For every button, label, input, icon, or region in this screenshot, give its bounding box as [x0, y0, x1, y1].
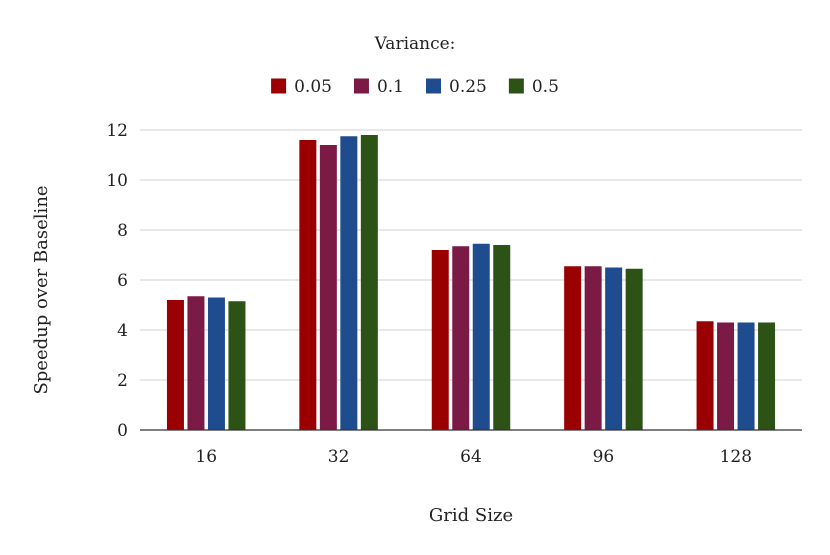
legend-title: Variance: — [374, 34, 456, 54]
y-tick-label: 6 — [117, 271, 128, 291]
bar-16-0.1 — [187, 296, 205, 430]
legend-swatch-0.1 — [353, 78, 369, 94]
bar-64-0.25 — [472, 243, 490, 430]
y-axis-ticks: 0 2 4 6 8 10 12 — [106, 121, 128, 441]
x-tick-label: 32 — [328, 447, 350, 467]
bar-96-0.25 — [605, 267, 623, 430]
x-tick-label: 64 — [460, 447, 482, 467]
y-tick-label: 4 — [117, 321, 128, 341]
bar-96-0.5 — [625, 268, 643, 430]
legend-swatch-0.05 — [271, 78, 287, 94]
bar-128-0.25 — [737, 322, 755, 430]
x-axis-title: Grid Size — [429, 505, 513, 526]
gridlines — [140, 129, 802, 381]
y-tick-label: 8 — [117, 221, 128, 241]
legend-label: 0.5 — [532, 77, 559, 97]
bar-16-0.5 — [228, 301, 246, 430]
bar-32-0.1 — [319, 145, 337, 430]
bar-128-0.05 — [696, 321, 714, 430]
bars — [166, 135, 776, 430]
x-tick-label: 128 — [720, 447, 752, 467]
legend-swatch-0.5 — [508, 78, 524, 94]
bar-32-0.5 — [360, 135, 378, 430]
y-axis-title: Speedup over Baseline — [31, 185, 52, 394]
bar-128-0.5 — [758, 322, 776, 430]
bar-64-0.05 — [431, 250, 449, 430]
bar-64-0.5 — [493, 245, 511, 430]
legend-label: 0.25 — [449, 77, 487, 97]
x-axis-ticks: 16 32 64 96 128 — [195, 447, 752, 467]
bar-64-0.1 — [452, 246, 470, 430]
bar-96-0.1 — [584, 266, 602, 430]
y-tick-label: 2 — [117, 371, 128, 391]
legend: 0.05 0.1 0.25 0.5 — [271, 77, 559, 97]
bar-16-0.05 — [166, 300, 184, 430]
bar-32-0.25 — [340, 136, 358, 430]
bar-128-0.1 — [717, 322, 735, 430]
legend-label: 0.1 — [377, 77, 404, 97]
y-tick-label: 12 — [106, 121, 128, 141]
legend-swatch-0.25 — [426, 78, 441, 94]
x-tick-label: 96 — [593, 447, 615, 467]
x-tick-label: 16 — [195, 447, 217, 467]
legend-label: 0.05 — [294, 77, 332, 97]
y-tick-label: 10 — [106, 171, 128, 191]
y-tick-label: 0 — [117, 421, 128, 441]
bar-96-0.05 — [564, 266, 582, 430]
bar-16-0.25 — [207, 297, 225, 430]
bar-32-0.05 — [299, 140, 317, 430]
